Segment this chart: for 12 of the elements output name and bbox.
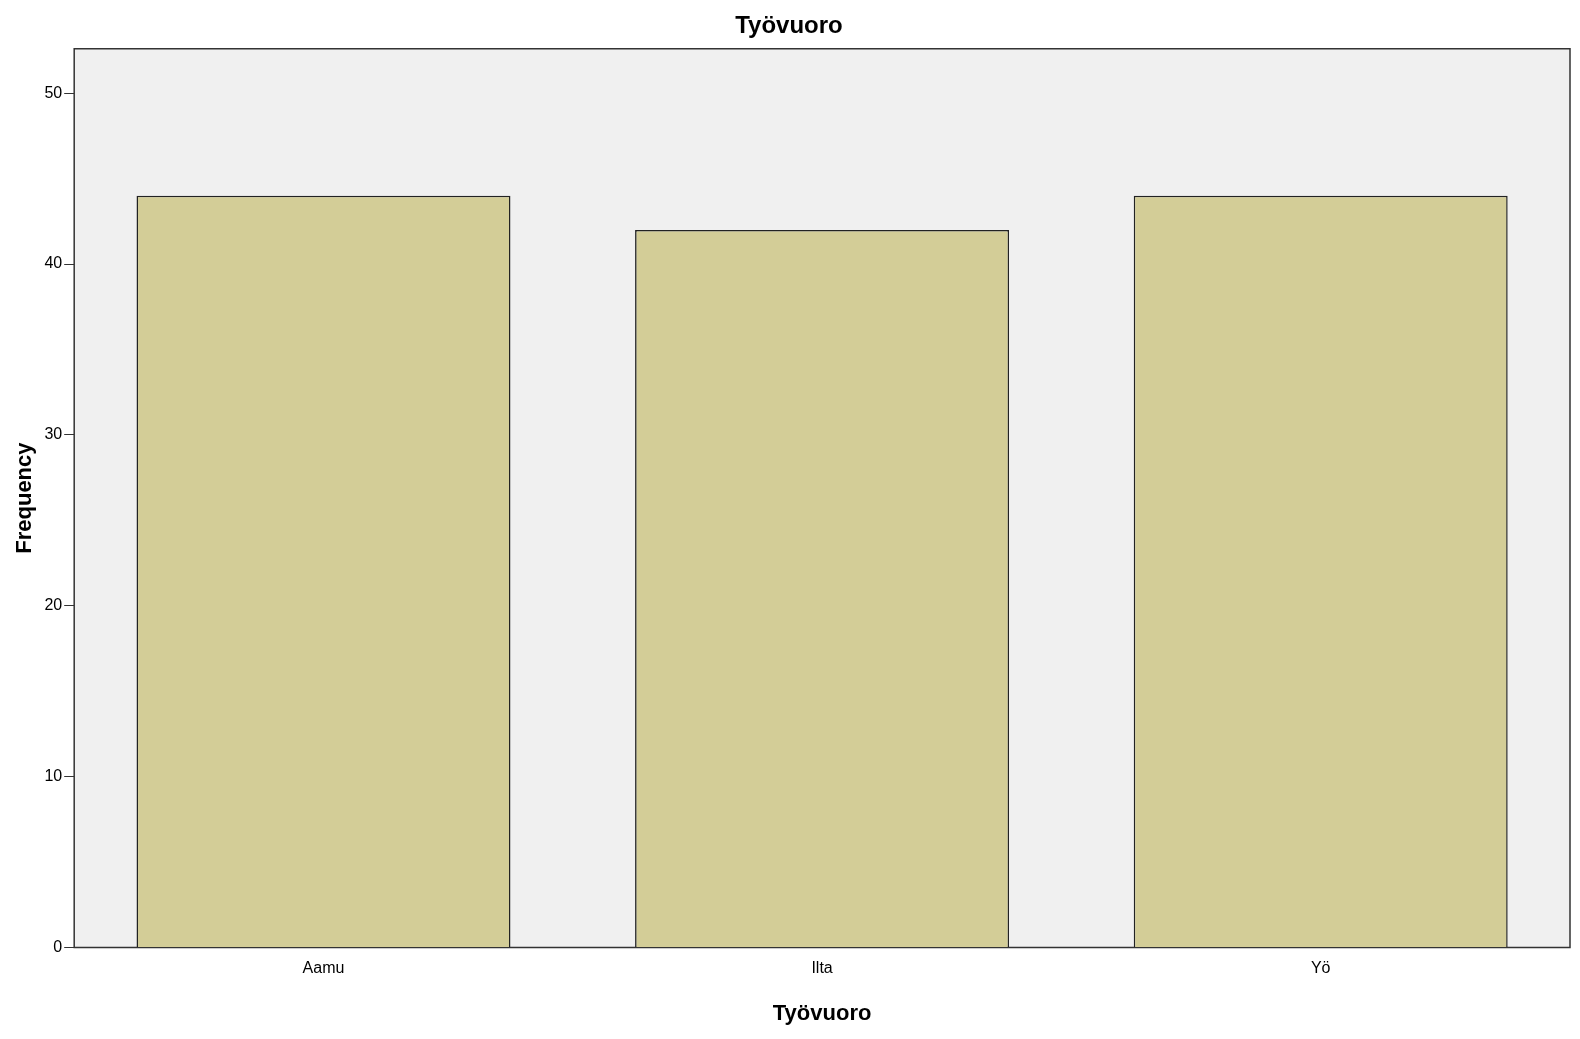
y-tick-label: 10: [44, 766, 63, 784]
y-tick-label: 30: [44, 425, 63, 443]
y-tick-label: 0: [53, 937, 63, 955]
x-tick-label: Aamu: [302, 959, 345, 977]
x-tick-label: Yö: [1310, 959, 1331, 977]
chart-title: Työvuoro: [735, 11, 843, 39]
y-tick-label: 50: [44, 83, 63, 101]
y-tick-label: 40: [44, 254, 63, 272]
x-tick-label: Ilta: [811, 959, 833, 977]
x-axis-title: Työvuoro: [772, 999, 872, 1025]
y-axis-title: Frequency: [11, 441, 37, 554]
y-tick-label: 20: [44, 596, 63, 614]
